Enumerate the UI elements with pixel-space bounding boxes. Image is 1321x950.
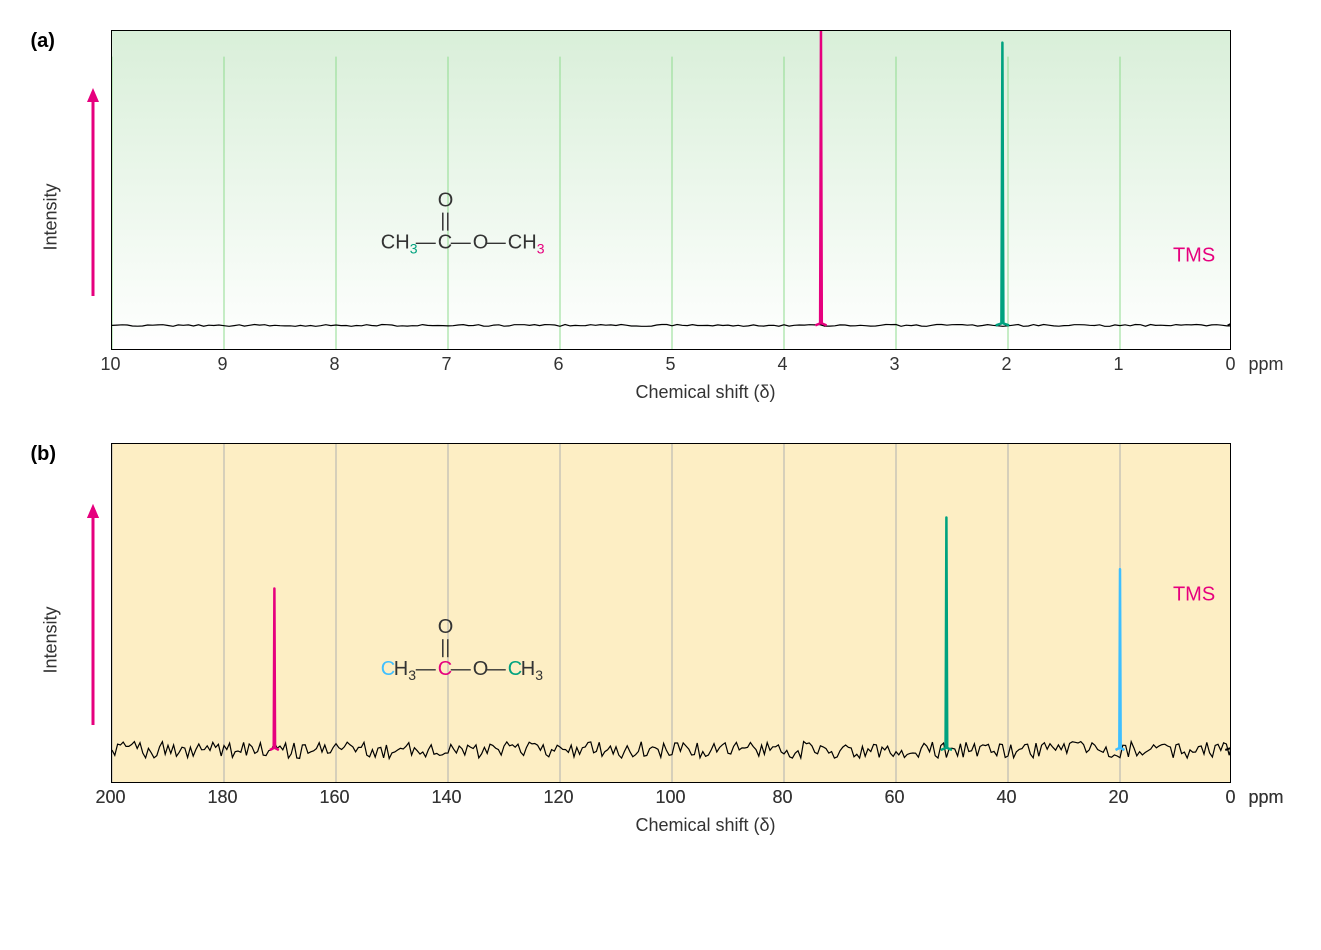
svg-text:TMS: TMS <box>1172 583 1214 605</box>
y-arrow-a <box>83 88 103 296</box>
plot-b-svg: TMSCH3—OC—O—CH3TMSCH3—OC—O—CH3 <box>111 443 1231 783</box>
x-tick: 1 <box>1113 354 1123 375</box>
svg-text:—: — <box>450 232 470 254</box>
x-tick: 4 <box>777 354 787 375</box>
svg-text:—: — <box>415 232 435 254</box>
x-tick: 40 <box>996 787 1016 808</box>
x-tick: 5 <box>665 354 675 375</box>
x-tick: 80 <box>772 787 792 808</box>
x-tick: 100 <box>655 787 685 808</box>
spectrum-panel-a: (a) Intensity TMSCH3—OC—O—CH3 1098765432… <box>21 30 1301 403</box>
x-unit: ppm <box>1249 354 1284 375</box>
x-tick: 9 <box>217 354 227 375</box>
x-tick: 60 <box>884 787 904 808</box>
svg-text:—: — <box>485 232 505 254</box>
x-ticks-a: 109876543210ppm <box>111 350 1231 378</box>
x-tick: 180 <box>207 787 237 808</box>
plot-a-wrap: Intensity TMSCH3—OC—O—CH3 109876543210pp… <box>111 30 1301 403</box>
y-axis-label-a: Intensity <box>40 183 61 250</box>
x-tick: 20 <box>1108 787 1128 808</box>
svg-text:O: O <box>437 190 453 212</box>
x-tick: 10 <box>100 354 120 375</box>
x-tick: 7 <box>441 354 451 375</box>
x-tick: 160 <box>319 787 349 808</box>
x-ticks-b: 200180160140120100806040200ppm2001801601… <box>111 783 1231 811</box>
x-tick: 8 <box>329 354 339 375</box>
x-tick: 0 <box>1225 354 1235 375</box>
plot-a-svg: TMSCH3—OC—O—CH3 <box>111 30 1231 350</box>
x-axis-label-a: Chemical shift (δ) <box>111 382 1301 403</box>
x-axis-label-b: Chemical shift (δ) <box>111 815 1301 836</box>
x-unit: ppm <box>1249 787 1284 808</box>
svg-text:TMS: TMS <box>1172 244 1214 266</box>
y-arrow-b <box>83 504 103 725</box>
x-tick: 200 <box>95 787 125 808</box>
spectrum-panel-b: (b) Intensity TMSCH3—OC—O—CH3TMSCH3—OC—O… <box>21 443 1301 836</box>
panel-b-label: (b) <box>31 443 57 466</box>
x-tick: 140 <box>431 787 461 808</box>
plot-b-wrap: Intensity TMSCH3—OC—O—CH3TMSCH3—OC—O—CH3… <box>111 443 1301 836</box>
x-tick: 0 <box>1225 787 1235 808</box>
y-axis-label-b: Intensity <box>40 606 61 673</box>
panel-a-label: (a) <box>31 30 55 53</box>
x-tick: 120 <box>543 787 573 808</box>
svg-text:—: — <box>415 658 435 680</box>
x-tick: 3 <box>889 354 899 375</box>
svg-text:O: O <box>437 616 453 638</box>
svg-text:—: — <box>485 658 505 680</box>
x-tick: 6 <box>553 354 563 375</box>
svg-text:—: — <box>450 658 470 680</box>
x-tick: 2 <box>1001 354 1011 375</box>
